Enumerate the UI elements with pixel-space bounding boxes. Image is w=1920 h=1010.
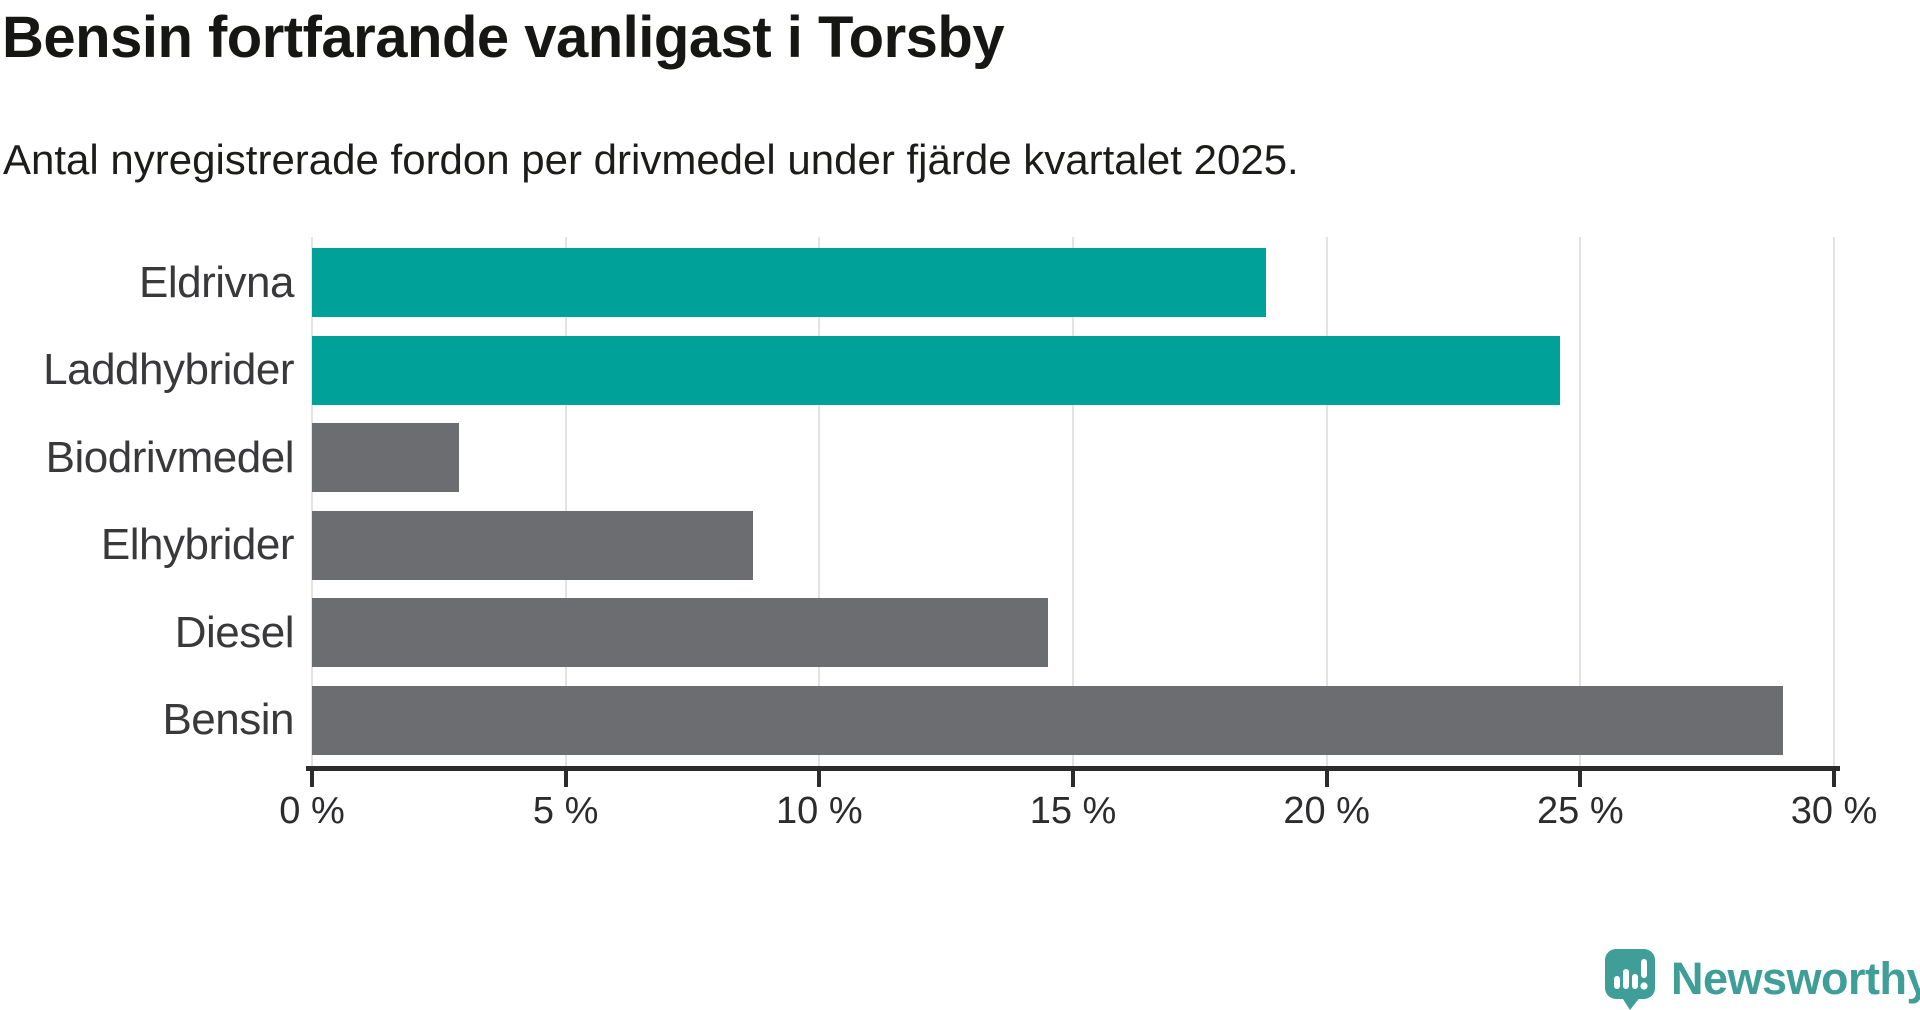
x-axis-tick xyxy=(1324,771,1329,787)
page-title: Bensin fortfarande vanligast i Torsby xyxy=(2,5,1005,70)
category-label: Laddhybrider xyxy=(43,345,294,394)
gridline xyxy=(564,237,567,766)
gridline xyxy=(311,237,313,766)
x-axis-tick xyxy=(1071,771,1075,787)
x-tick-label: 0 % xyxy=(279,790,345,832)
x-axis-line xyxy=(306,766,1840,771)
category-label: Eldrivna xyxy=(139,257,294,307)
newsworthy-logo-icon xyxy=(1605,949,1655,1010)
gridline xyxy=(1833,237,1835,766)
brand-name: Newsworthy xyxy=(1671,953,1920,1004)
x-axis-tick xyxy=(310,771,314,787)
bar-biodrivmedel xyxy=(312,423,460,492)
bar-diesel xyxy=(312,598,1048,667)
gridline xyxy=(1579,237,1582,766)
plot-area: 0 % 5 % 10 % 15 % 20 % 25 % 30 % Eldrivna Laddhy… xyxy=(43,237,1877,832)
x-axis-tick xyxy=(1578,771,1583,787)
x-tick-label: 25 % xyxy=(1537,790,1624,832)
bar-elhybrider xyxy=(312,510,754,580)
x-tick-label: 5 % xyxy=(532,790,599,832)
category-label: Elhybrider xyxy=(100,520,295,569)
x-axis-tick xyxy=(1832,771,1836,787)
gridline xyxy=(1325,237,1328,766)
x-tick-label: 15 % xyxy=(1029,790,1117,832)
x-axis-tick xyxy=(817,771,822,787)
x-tick-label: 20 % xyxy=(1283,790,1370,832)
gridline xyxy=(818,237,821,766)
category-label: Bensin xyxy=(162,695,294,744)
x-tick-label: 10 % xyxy=(776,790,863,832)
x-axis-tick xyxy=(563,771,568,787)
category-label: Diesel xyxy=(174,607,295,657)
gridline xyxy=(1072,237,1074,766)
bar-laddhybrider xyxy=(312,335,1561,405)
x-tick-label: 30 % xyxy=(1790,790,1878,832)
chart-subtitle: Antal nyregistrerade fordon per drivmede… xyxy=(3,136,1299,183)
category-label: Biodrivmedel xyxy=(45,432,295,482)
bar-eldrivna xyxy=(312,248,1266,317)
bar-bensin xyxy=(312,685,1784,755)
brand-footer: Newsworthy xyxy=(1604,948,1920,1010)
